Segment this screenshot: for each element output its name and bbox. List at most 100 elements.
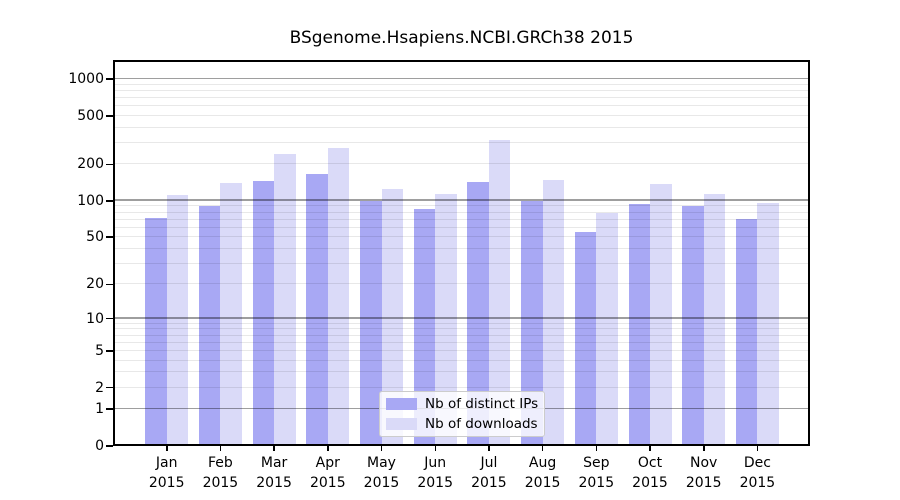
gridline-minor-90	[113, 205, 810, 207]
legend-row-downloads: Nb of downloads	[386, 416, 538, 432]
x-tick-label-may: May 2015	[363, 455, 400, 491]
y-tick-mark-100	[106, 200, 113, 202]
y-tick-label-2: 2	[95, 379, 104, 396]
x-tick-mark-jan	[166, 446, 168, 451]
bar-feb-distinct-ips	[198, 206, 221, 446]
bar-mar-distinct-ips	[252, 180, 275, 446]
gridline-minor-900	[113, 83, 810, 85]
y-tick-label-100: 100	[77, 192, 104, 209]
x-tick-label-jul: Jul 2015	[471, 455, 507, 491]
legend-swatch-downloads	[386, 418, 417, 430]
gridline-minor-40	[113, 247, 810, 249]
bar-jun-downloads	[435, 194, 457, 446]
x-tick-label-dec: Dec 2015	[739, 455, 776, 491]
x-tick-mark-jul	[488, 446, 490, 451]
bar-sep-distinct-ips	[574, 232, 597, 446]
y-tick-label-500: 500	[77, 107, 104, 124]
gridline-minor-600	[113, 105, 810, 107]
bar-dec-distinct-ips	[735, 218, 758, 446]
x-tick-mark-sep	[595, 446, 598, 451]
bar-apr-distinct-ips	[306, 173, 328, 446]
gridline-minor-700	[113, 97, 810, 98]
x-tick-mark-jun	[434, 446, 436, 451]
gridline-minor-50	[113, 236, 810, 238]
y-axis: 0 1 2 5 10 20 50 100 200 500 1000	[0, 60, 113, 454]
gridline-minor-800	[113, 89, 810, 91]
bar-nov-downloads	[703, 193, 726, 446]
bar-aug-distinct-ips	[521, 200, 543, 446]
y-tick-label-20: 20	[86, 276, 104, 293]
x-tick-label-mar: Mar 2015	[256, 455, 292, 491]
gridline-minor-200	[113, 163, 810, 165]
x-tick-mark-oct	[649, 446, 651, 451]
y-tick-label-200: 200	[77, 156, 104, 173]
y-tick-mark-10	[106, 317, 113, 320]
x-tick-label-nov: Nov 2015	[685, 455, 722, 491]
gridline-minor-4	[113, 359, 810, 361]
gridline-minor-3	[113, 371, 810, 373]
bar-jul-distinct-ips	[467, 181, 489, 446]
bar-feb-downloads	[220, 183, 242, 446]
y-tick-mark-5	[106, 350, 113, 352]
gridline-minor-8	[113, 328, 810, 330]
gridline-minor-300	[113, 141, 810, 143]
bar-jan-distinct-ips	[145, 218, 167, 446]
y-tick-label-1000: 1000	[68, 71, 104, 87]
gridline-minor-7	[113, 334, 810, 336]
gridline-minor-80	[113, 211, 810, 213]
y-tick-label-50: 50	[86, 229, 104, 246]
gridline-minor-6	[113, 341, 810, 343]
y-tick-label-1: 1	[95, 401, 104, 418]
y-tick-mark-50	[106, 236, 113, 238]
x-tick-label-jun: Jun 2015	[417, 455, 453, 491]
gridline-minor-20	[113, 283, 810, 285]
x-tick-label-sep: Sep 2015	[578, 455, 615, 491]
legend-row-distinct-ips: Nb of distinct IPs	[386, 396, 538, 412]
x-tick-label-jan: Jan 2015	[148, 455, 185, 491]
plot-area: Nb of distinct IPs Nb of downloads	[113, 60, 810, 446]
y-tick-label-5: 5	[95, 342, 104, 359]
gridline-minor-2	[113, 386, 810, 388]
bar-may-downloads	[381, 189, 403, 446]
bar-mar-downloads	[274, 153, 296, 446]
y-tick-mark-0	[106, 445, 113, 447]
legend-label-distinct-ips: Nb of distinct IPs	[425, 396, 539, 412]
gridline-minor-400	[113, 126, 810, 128]
gridline-major-100	[113, 199, 810, 201]
gridline-major-1000	[113, 77, 810, 79]
bar-nov-distinct-ips	[682, 206, 704, 446]
x-tick-label-oct: Oct 2015	[632, 455, 668, 491]
bar-oct-downloads	[650, 183, 672, 446]
gridline-minor-9	[113, 322, 810, 324]
gridline-minor-30	[113, 262, 810, 264]
bar-oct-distinct-ips	[628, 204, 650, 446]
y-tick-mark-2	[106, 386, 113, 389]
x-tick-label-feb: Feb 2015	[202, 455, 239, 491]
legend-label-downloads: Nb of downloads	[425, 416, 538, 432]
gridline-minor-70	[113, 218, 810, 220]
y-tick-label-0: 0	[95, 438, 104, 454]
y-tick-mark-500	[106, 115, 113, 117]
x-axis: Jan 2015 Feb 2015 Mar 2015 Apr 2015 May 2015 Jun 20…	[113, 446, 810, 500]
gridline-minor-60	[113, 226, 810, 228]
y-tick-mark-20	[106, 283, 113, 285]
bar-dec-downloads	[757, 203, 779, 446]
x-tick-mark-apr	[327, 446, 329, 451]
bar-may-distinct-ips	[360, 201, 382, 446]
x-tick-label-aug: Aug 2015	[524, 455, 561, 491]
bar-aug-downloads	[542, 180, 565, 446]
x-tick-mark-dec	[756, 446, 759, 451]
y-tick-label-10: 10	[86, 310, 104, 327]
y-tick-mark-200	[106, 163, 113, 166]
gridline-major-10	[113, 317, 810, 319]
gridline-minor-500	[113, 114, 810, 116]
bar-jul-downloads	[488, 139, 511, 446]
x-tick-mark-aug	[541, 446, 544, 451]
bar-jun-distinct-ips	[413, 208, 436, 446]
bar-jan-downloads	[166, 195, 189, 446]
gridline-minor-5	[113, 349, 810, 351]
bar-apr-downloads	[327, 148, 350, 446]
legend: Nb of distinct IPs Nb of downloads	[379, 391, 545, 437]
x-tick-mark-mar	[273, 446, 275, 451]
